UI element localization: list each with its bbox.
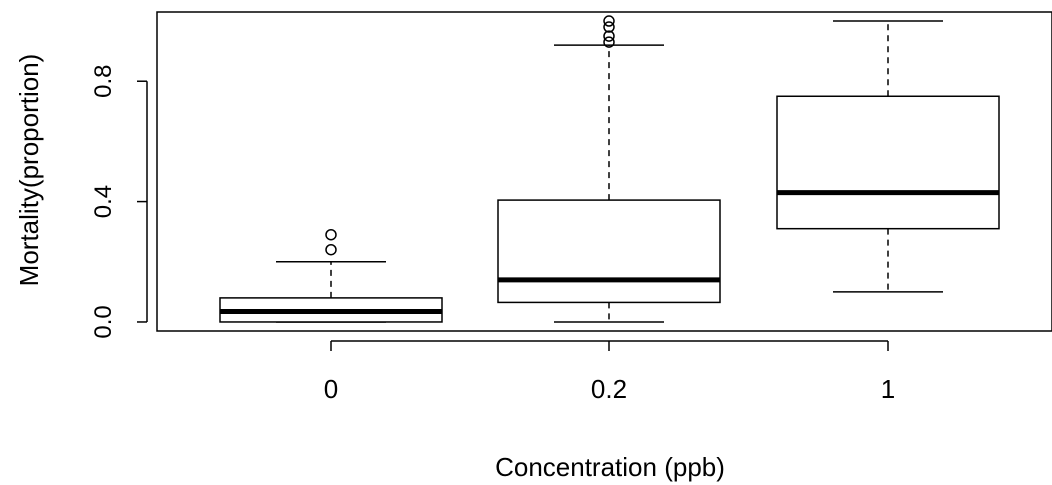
y-tick-label: 0.8 [90,65,117,98]
outlier-point [603,36,615,48]
x-axis: 0 0.2 1 [324,340,895,404]
y-tick-label: 0.0 [90,305,117,338]
x-tick-label: 0.2 [591,374,627,404]
x-tick-label: 1 [881,374,895,404]
y-axis-label: Mortality(proportion) [14,54,44,287]
boxes-layer [219,15,1000,323]
box-1 [776,20,1000,293]
box-iqr [497,199,721,304]
outlier-point [603,21,615,33]
x-tick-label: 0 [324,374,338,404]
outlier-point [603,30,615,42]
outlier-point [603,15,615,27]
y-axis: 0.0 0.4 0.8 [90,65,148,339]
outlier-point [325,228,337,241]
x-axis-label: Concentration (ppb) [495,452,725,482]
box-iqr [776,95,1000,230]
outlier-point [325,243,337,256]
box-0.2 [497,15,721,323]
box-0 [219,228,443,323]
plot-frame [156,11,1052,332]
y-tick-label: 0.4 [90,185,117,218]
